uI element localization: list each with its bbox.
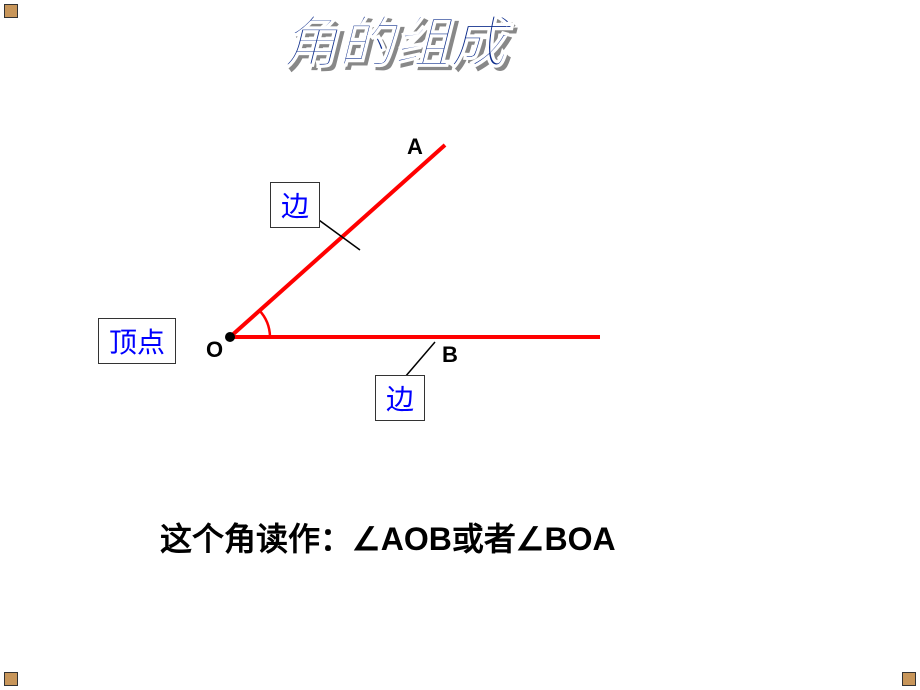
side-label-bottom-text: 边 [386,378,414,418]
side-label-top-box: 边 [270,182,320,228]
side-label-bottom-box: 边 [375,375,425,421]
point-O-label: O [206,337,223,363]
page-title: 角的组成 角的组成 [280,10,640,103]
angle-arc [259,310,270,337]
caption-angle1: ∠AOB [352,521,452,557]
corner-bl [4,672,18,686]
angle-reading-caption: 这个角读作：∠AOB或者∠BOA [160,514,616,560]
side-OA [230,145,445,337]
caption-conj: 或者 [452,521,516,557]
point-A-label: A [407,134,423,160]
vertex-point [225,332,235,342]
title-svg: 角的组成 角的组成 [280,10,640,90]
vertex-label-text: 顶点 [109,321,165,361]
side-label-top-text: 边 [281,185,309,225]
title-text: 角的组成 [282,13,514,75]
callout-bottom [405,342,435,377]
caption-angle2: ∠BOA [516,521,616,557]
caption-prefix: 这个角读作： [160,521,352,557]
vertex-label-box: 顶点 [98,318,176,364]
angle-diagram: 顶点 边 边 A O B [80,120,680,440]
corner-tl [4,4,18,18]
point-B-label: B [442,342,458,368]
corner-br [902,672,916,686]
